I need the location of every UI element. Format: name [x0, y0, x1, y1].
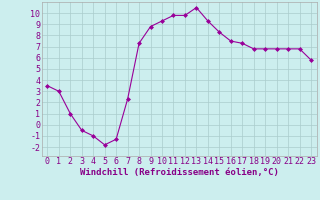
X-axis label: Windchill (Refroidissement éolien,°C): Windchill (Refroidissement éolien,°C): [80, 168, 279, 177]
